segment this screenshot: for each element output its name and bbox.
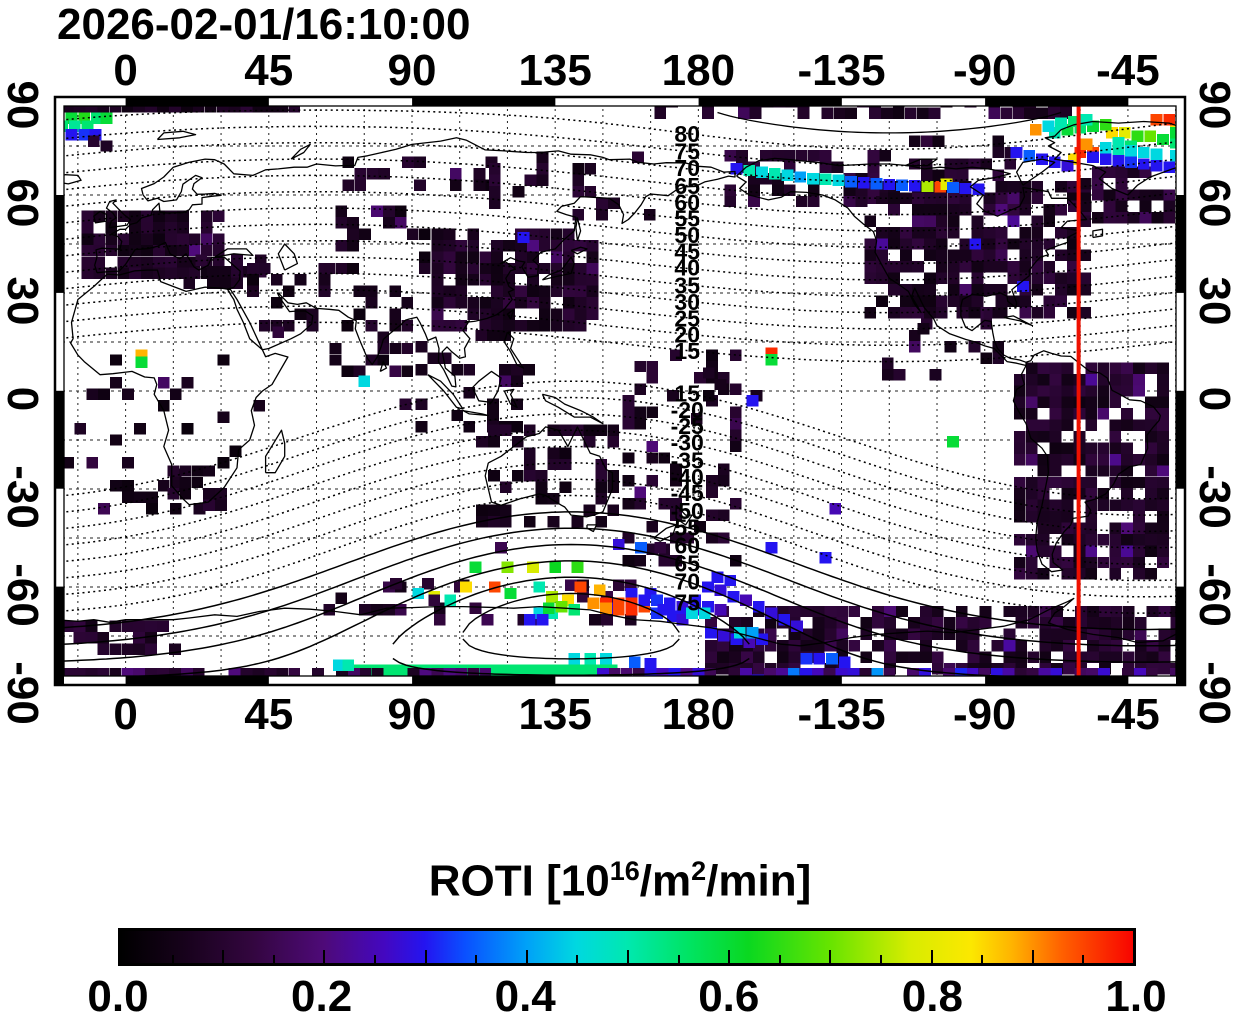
maglat-contour-label: -25	[671, 413, 704, 439]
maglat-contour-label: -45	[671, 480, 704, 506]
lon-tick-label-top: 45	[244, 46, 294, 95]
maglat-contour-label: -50	[671, 498, 704, 524]
lon-tick-label-top: -90	[952, 46, 1017, 95]
colorbar-tick-label: 0.8	[901, 972, 963, 1021]
colorbar-tick-label: 0.2	[291, 972, 353, 1021]
maglat-contour-label: 60	[674, 532, 700, 558]
colorbar-tick-label: 0.4	[494, 972, 556, 1021]
lon-tick-label-bottom: 45	[244, 690, 294, 739]
maglat-contour-label: 70	[674, 568, 700, 594]
maglat-contour-label: 20	[674, 322, 700, 348]
maglat-contour-label: -20	[671, 397, 704, 423]
colorbar-minor-tick	[171, 955, 174, 963]
maglat-contour-label: 75	[674, 139, 700, 165]
maglat-contour-label: 50	[674, 222, 700, 248]
colorbar-minor-tick	[222, 950, 225, 963]
maglat-contour-label: 70	[674, 155, 700, 181]
colorbar-minor-tick	[880, 955, 882, 963]
colorbar-minor-tick	[1082, 955, 1085, 963]
colorbar-minor-tick	[930, 950, 933, 963]
lon-tick-label-bottom: -90	[952, 690, 1017, 739]
colorbar-tick-label: 0.6	[698, 972, 760, 1021]
colorbar-minor-tick	[424, 950, 427, 963]
colorbar-minor-tick	[728, 950, 731, 963]
colorbar-tick-label: 1.0	[1105, 972, 1167, 1021]
maglat-contour-label: 60	[674, 189, 700, 215]
maglat-contour-label: -35	[671, 447, 704, 473]
lon-tick-label-top: 135	[518, 46, 592, 95]
colorbar-title-text: ROTI [10	[428, 856, 610, 906]
colorbar-minor-tick	[627, 950, 629, 963]
maglat-contours	[56, 99, 1183, 680]
lon-tick-label-bottom: 0	[113, 690, 138, 739]
lon-tick-label-bottom: -135	[797, 690, 886, 739]
colorbar-title-sup1: 16	[609, 856, 640, 886]
maglat-contour-label: 55	[674, 514, 700, 540]
maglat-contour-label: 25	[674, 305, 700, 331]
colorbar-title-mid: /m	[639, 856, 692, 906]
colorbar-minor-tick	[374, 955, 376, 963]
maglat-contour-label: -40	[671, 464, 704, 490]
maglat-contour-labels: 807570656055504540353025201515-20-25-30-…	[671, 121, 704, 616]
lon-tick-label-bottom: -45	[1096, 690, 1160, 739]
timestamp-title: 2026-02-01/16:10:00	[57, 0, 471, 49]
colorbar-minor-tick	[1031, 950, 1034, 963]
maglat-contour-label: 40	[674, 255, 700, 281]
lon-tick-label-top: 0	[113, 46, 138, 95]
colorbar-title: ROTI [1016/m2/min]	[0, 856, 1240, 907]
lon-tick-label-top: -45	[1096, 46, 1160, 95]
lon-tick-label-bottom: 135	[518, 690, 592, 739]
lon-tick-label-bottom: 90	[387, 690, 437, 739]
colorbar-minor-tick	[323, 950, 326, 963]
colorbar-minor-tick	[778, 955, 781, 963]
colorbar-minor-tick	[576, 955, 579, 963]
colorbar-tick-label: 0.0	[87, 972, 149, 1021]
maglat-contour-label: 45	[674, 238, 700, 264]
maglat-contour-label: 65	[674, 550, 700, 576]
colorbar-minor-tick	[525, 950, 528, 963]
lon-tick-label-top: -135	[797, 46, 886, 95]
colorbar-minor-tick	[829, 950, 832, 963]
colorbar-minor-tick	[272, 955, 275, 963]
lon-tick-label-top: 90	[387, 46, 437, 95]
lon-tick-label-top: 180	[661, 46, 736, 95]
colorbar-minor-tick	[981, 955, 984, 963]
maglat-contour-label: 80	[674, 121, 700, 147]
maglat-contour-label: 35	[674, 273, 700, 299]
colorbar-title-post: /min]	[706, 856, 812, 906]
map-frame	[53, 95, 1187, 687]
maglat-contour-label: 15	[674, 338, 700, 364]
colorbar	[118, 928, 1136, 966]
maglat-contour-label: 30	[674, 289, 700, 315]
maglat-contour-label: 75	[674, 590, 700, 616]
colorbar-minor-tick	[475, 955, 478, 963]
maglat-contour-label: 15	[674, 380, 700, 406]
world-map-plot: 807570656055504540353025201515-20-25-30-…	[53, 95, 1187, 687]
lon-tick-label-bottom: 180	[661, 690, 736, 739]
maglat-contour-label: 65	[674, 173, 700, 199]
colorbar-title-sup2: 2	[691, 856, 707, 886]
maglat-contour-label: -30	[671, 429, 704, 455]
colorbar-minor-tick	[677, 955, 680, 963]
maglat-contour-label: 55	[674, 206, 700, 232]
